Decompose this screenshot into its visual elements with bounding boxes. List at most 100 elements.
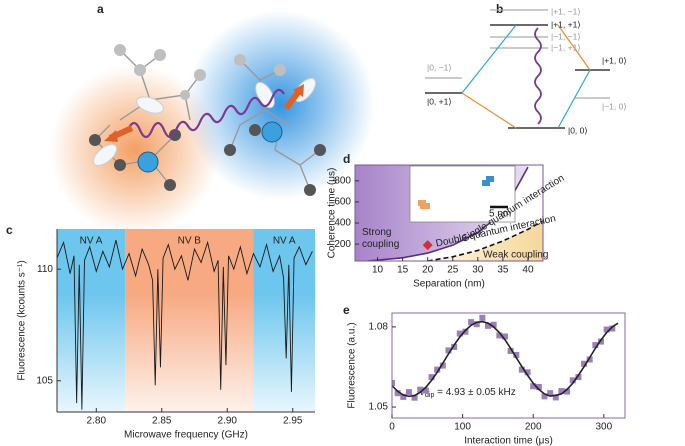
panel-label: c <box>6 223 13 237</box>
level-label: |+1, −1⟩ <box>551 6 581 16</box>
y-axis-label: Coherence time (μs) <box>327 168 338 259</box>
y-tick-label: 800 <box>334 175 351 186</box>
data-point <box>422 387 429 394</box>
data-point <box>405 389 412 396</box>
data-point <box>547 390 554 397</box>
x-tick-label: 200 <box>525 422 542 433</box>
level-label: |−1, −1⟩ <box>551 31 581 41</box>
x-axis-label: Separation (nm) <box>413 279 485 290</box>
x-tick-label: 300 <box>595 422 612 433</box>
x-tick-label: 100 <box>454 422 471 433</box>
data-point <box>439 362 446 369</box>
region-label: Strong coupling <box>362 227 399 250</box>
data-point <box>524 369 531 376</box>
data-point <box>603 326 610 333</box>
annotation: νdip = 4.93 ± 0.05 kHz <box>420 387 516 399</box>
data-point <box>394 390 401 397</box>
data-point <box>428 374 435 381</box>
region-label: Weak coupling <box>483 250 548 261</box>
frame <box>354 164 544 262</box>
y-tick-label: 400 <box>334 218 351 229</box>
level-label: |0, 0⟩ <box>568 125 588 135</box>
data-point <box>575 374 582 381</box>
data-point <box>496 332 503 339</box>
x-tick-label: 2.90 <box>218 416 238 427</box>
x-axis-label: Microwave frequency (GHz) <box>124 430 248 441</box>
panel-label: e <box>343 303 350 317</box>
panel-label: b <box>496 2 503 16</box>
data-point <box>513 351 520 358</box>
data-point <box>558 388 565 395</box>
y-tick-label: 1.05 <box>369 402 389 413</box>
y-tick-label: 110 <box>37 264 53 275</box>
data-point <box>462 328 469 335</box>
region-label: NV B <box>178 236 202 247</box>
data-point <box>392 380 395 386</box>
data-point <box>586 356 593 363</box>
data-point <box>541 393 548 400</box>
data-point <box>569 377 576 384</box>
x-tick-label: 15 <box>397 265 409 276</box>
data-point <box>564 388 571 395</box>
data-point <box>468 319 475 326</box>
x-axis-label: Interaction time (μs) <box>464 436 553 446</box>
data-point <box>581 360 588 367</box>
inset <box>409 165 516 223</box>
y-axis-label: Fluorescence (kcounts s⁻¹) <box>17 260 28 380</box>
level-label: |0, −1⟩ <box>427 62 452 72</box>
plot-area <box>392 314 619 401</box>
data-point <box>445 347 452 354</box>
data-point <box>479 314 486 321</box>
level-label: |+1, +1⟩ <box>551 19 581 29</box>
data-point <box>535 384 542 391</box>
marker <box>422 240 433 251</box>
x-tick-label: 2.80 <box>87 416 107 427</box>
inset-label: 5 nm <box>489 209 511 220</box>
x-tick-label: 30 <box>472 265 484 276</box>
y-axis-label: Fluorescence (a.u.) <box>347 322 358 408</box>
illustration <box>50 10 375 235</box>
fade <box>57 229 315 412</box>
y-tick-label: 1.08 <box>369 322 389 333</box>
frame <box>391 312 626 419</box>
data-point <box>473 321 480 328</box>
data-point <box>597 338 604 345</box>
chart: NV A NV B NV A 2.80 2.85 2.90 2.95 105 110 Microw… <box>17 229 315 441</box>
level-diagram: |+1, −1⟩ |+1, +1⟩ |−1, −1⟩ |−1, +1⟩ |0, … <box>425 6 627 135</box>
data-point <box>501 333 508 340</box>
level-label: |0, +1⟩ <box>427 96 452 106</box>
chart: 0 100 200 300 1.05 1.08 Interaction time (μs) F… <box>347 312 626 446</box>
data-point <box>530 383 537 390</box>
level-label: |+1, 0⟩ <box>602 55 627 65</box>
panel-label: a <box>97 2 104 16</box>
series-line <box>392 320 619 398</box>
series-line <box>57 240 313 410</box>
data-point <box>552 394 559 401</box>
y-tick-label: 600 <box>334 197 351 208</box>
data-point <box>400 393 407 400</box>
x-tick-label: 0 <box>389 422 395 433</box>
level-label: |−1, 0⟩ <box>602 101 627 111</box>
data-point <box>451 343 458 350</box>
data-point <box>609 325 616 332</box>
x-tick-label: 40 <box>522 265 534 276</box>
data-point <box>507 347 514 354</box>
x-tick-label: 35 <box>497 265 509 276</box>
plot-area <box>57 229 315 412</box>
y-tick-label: 200 <box>334 239 351 250</box>
data-point <box>485 322 492 329</box>
data-point <box>490 321 497 328</box>
x-tick-label: 2.85 <box>152 416 172 427</box>
data-point <box>411 394 418 401</box>
x-tick-label: 2.95 <box>283 416 303 427</box>
region-label: NV A <box>273 236 296 247</box>
weak-coupling-shade <box>427 220 543 261</box>
data-point <box>518 366 525 373</box>
x-tick-label: 20 <box>422 265 434 276</box>
data-point <box>434 366 441 373</box>
data-point <box>456 330 463 337</box>
data-point <box>417 386 424 393</box>
data-point <box>592 342 599 349</box>
region-label: NV A <box>80 236 103 247</box>
